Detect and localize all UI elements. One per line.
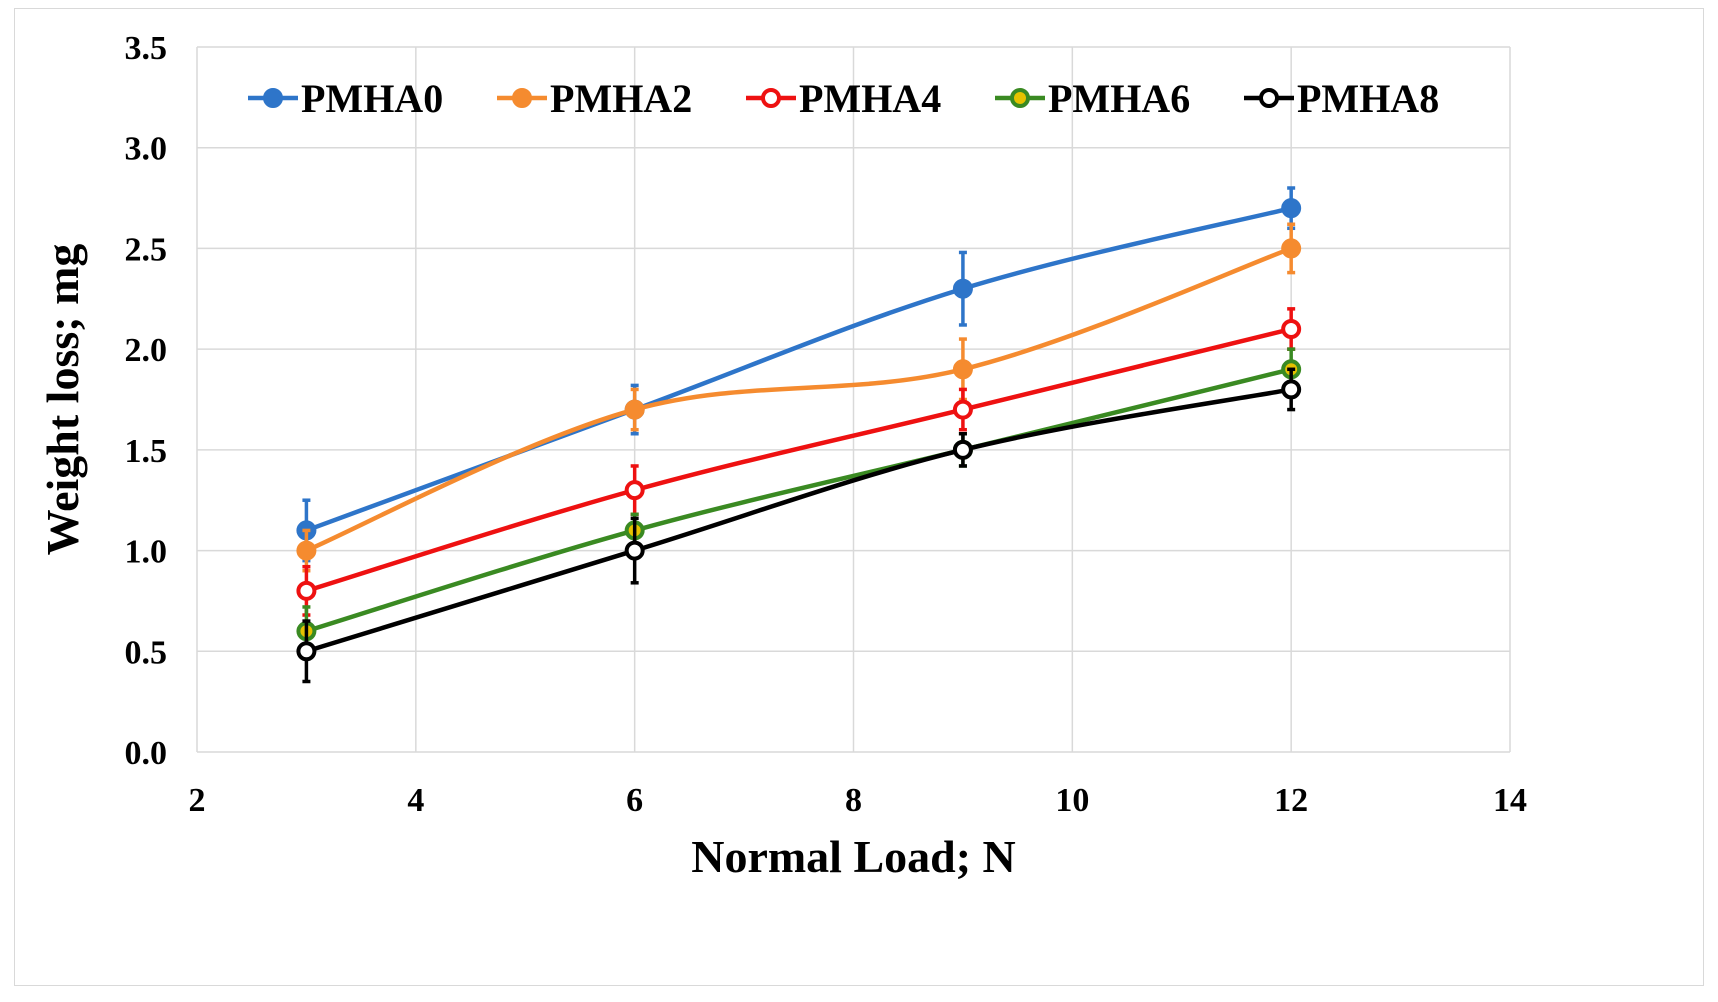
pmha8-line <box>305 387 1292 654</box>
y-tick-label: 0.0 <box>125 735 168 772</box>
pmha0-line <box>305 205 1292 533</box>
grid-lines <box>196 46 1511 753</box>
legend-label: PMHA0 <box>301 76 443 121</box>
legend-swatch-marker <box>263 88 283 108</box>
x-tick-label: 8 <box>845 782 862 819</box>
legend-item-pmha2: PMHA2 <box>497 76 692 121</box>
pmha0-point <box>952 278 973 299</box>
pmha4-line <box>305 326 1292 594</box>
pmha2-point <box>296 540 317 561</box>
pmha4-point <box>1281 319 1302 339</box>
pmha4-point <box>296 580 317 601</box>
x-tick-label: 10 <box>1055 782 1089 819</box>
pmha4-point <box>624 480 645 501</box>
y-tick-label: 2.5 <box>125 231 168 268</box>
pmha8-point <box>624 540 645 561</box>
y-tick-label: 1.5 <box>125 433 168 470</box>
legend-swatch-marker <box>761 88 781 108</box>
x-tick-label: 12 <box>1274 782 1308 819</box>
y-tick-label: 0.5 <box>125 634 168 671</box>
y-tick-label: 1.0 <box>125 534 168 571</box>
legend-label: PMHA8 <box>1297 76 1439 121</box>
legend: PMHA0 PMHA2 PMHA4 PMHA6 PMHA8 <box>248 76 1439 121</box>
series-pmha0 <box>296 186 1302 563</box>
legend-swatch-marker <box>1010 88 1030 108</box>
legend-item-pmha6: PMHA6 <box>995 76 1190 121</box>
legend-label: PMHA6 <box>1048 76 1190 121</box>
pmha8-point <box>296 641 317 662</box>
y-tick-label: 2.0 <box>125 332 168 369</box>
chart-frame <box>14 8 1704 986</box>
series-pmha4 <box>296 307 1302 617</box>
y-tick-label: 3.0 <box>125 131 168 168</box>
pmha8-point <box>1281 379 1302 400</box>
legend-swatch-marker <box>512 88 532 108</box>
axes: 0.0 0.5 1.0 1.5 2.0 2.5 3.0 3.5 2 4 6 8 10 12 14 <box>125 30 1528 819</box>
legend-label: PMHA4 <box>799 76 941 121</box>
pmha8-point <box>952 439 973 460</box>
x-tick-label: 6 <box>626 782 643 819</box>
x-tick-label: 14 <box>1493 782 1527 819</box>
series-pmha2 <box>296 222 1302 573</box>
x-axis-title: Normal Load; N <box>691 831 1016 882</box>
legend-item-pmha8: PMHA8 <box>1244 76 1439 121</box>
legend-item-pmha4: PMHA4 <box>746 76 941 121</box>
pmha0-point <box>1281 198 1302 219</box>
y-axis-title: Weight loss; mg <box>37 244 88 556</box>
x-tick-label: 4 <box>407 782 424 819</box>
pmha2-point <box>952 359 973 380</box>
legend-item-pmha0: PMHA0 <box>248 76 443 121</box>
legend-swatch-marker <box>1259 88 1279 108</box>
y-tick-label: 3.5 <box>125 30 168 67</box>
pmha2-line <box>305 246 1292 553</box>
series-group <box>296 186 1302 684</box>
pmha6-line <box>305 367 1292 634</box>
legend-label: PMHA2 <box>550 76 692 121</box>
pmha2-point <box>1281 238 1302 259</box>
pmha4-point <box>952 399 973 420</box>
x-tick-label: 2 <box>189 782 206 819</box>
pmha2-point <box>624 399 645 420</box>
series-pmha8 <box>296 367 1302 684</box>
